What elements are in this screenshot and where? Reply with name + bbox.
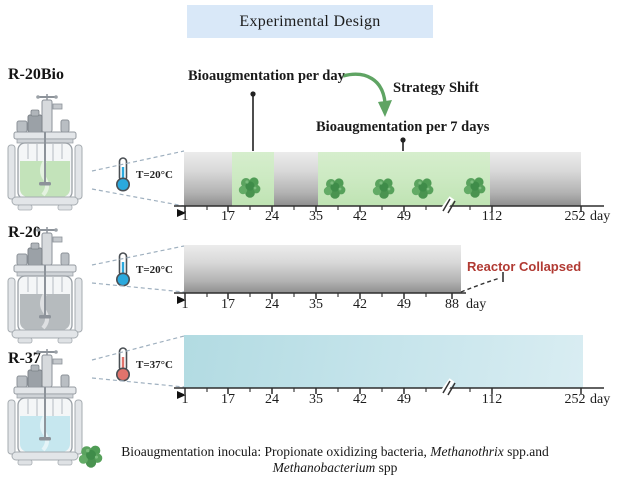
thermometer-icon-r20bio [116,157,130,192]
legend-text-mid: spp.and [503,444,549,459]
bioreactor-icon-r20 [6,226,84,348]
temp-label-r20: T=20°C [136,264,173,276]
page-title: Experimental Design [239,12,381,30]
tick-label: 17 [221,392,235,407]
reactor-label-r20bio: R-20Bio [8,66,64,83]
tick-label: 252 [564,209,586,224]
temp-label-r20bio: T=20°C [136,169,173,181]
tick-label: 17 [221,209,235,224]
legend-caption: Bioaugmentation inocula: Propionate oxid… [60,444,610,476]
green-segment-weekly [318,152,490,206]
temp-label-r37: T=37°C [136,359,173,371]
annotation-strategy-shift: Strategy Shift [393,80,479,96]
collapse-callout [460,272,504,293]
axis-unit-label: day [466,297,487,312]
axis-r20bio [174,205,604,212]
bacteria-icon [463,175,487,199]
pointer-line-per-day [250,91,256,151]
tick-label: 49 [397,297,411,312]
tick-label: 1 [181,209,189,224]
legend-text-suffix: spp [375,460,398,475]
tick-label: 1 [181,392,189,407]
tick-label: 49 [397,392,411,407]
thermometer-icon-r20 [116,252,130,287]
bacteria-icon [238,175,262,199]
tick-label: 42 [353,209,367,224]
legend-genus-methanobacterium: Methanobacterium [272,460,376,475]
axis-unit-label: day [590,209,611,224]
axis-r37 [174,387,604,394]
tick-label: 24 [265,209,279,224]
tick-label: 49 [397,209,411,224]
tick-label: 42 [353,392,367,407]
tick-label: 24 [265,297,279,312]
annotation-per-week: Bioaugmentation per 7 days [316,119,490,135]
bacteria-icon [372,176,396,200]
tick-label: 1 [181,297,189,312]
tick-label: 35 [309,392,323,407]
axis-unit-label: day [590,392,611,407]
reactor-collapsed-label: Reactor Collapsed [467,259,582,274]
timeline-bar-r20 [184,245,461,293]
reactor-label-r37: R-37 [8,350,41,367]
bacteria-icon [411,176,435,200]
bioreactor-icon-r20bio [6,93,84,215]
strategy-shift-arrow-icon [342,72,392,117]
timeline-bar-r37 [184,335,583,388]
tick-label: 88 [445,297,459,312]
legend-text-prefix: Bioaugmentation inocula: Propionate oxid… [121,444,431,459]
tick-label: 35 [309,209,323,224]
tick-label: 112 [481,209,503,224]
legend-genus-methanothrix: Methanothrix [430,444,504,459]
tick-label: 252 [564,392,586,407]
bacteria-icon [323,176,347,200]
tick-label: 112 [481,392,503,407]
tick-label: 42 [353,297,367,312]
annotation-per-day: Bioaugmentation per day [188,68,345,84]
reactor-label-r20: R-20 [8,224,41,241]
title-band: Experimental Design [187,5,433,38]
tick-label: 17 [221,297,235,312]
tick-label: 35 [309,297,323,312]
pointer-line-per-week [400,137,406,151]
tick-label: 24 [265,392,279,407]
thermometer-icon-r37 [116,347,130,382]
